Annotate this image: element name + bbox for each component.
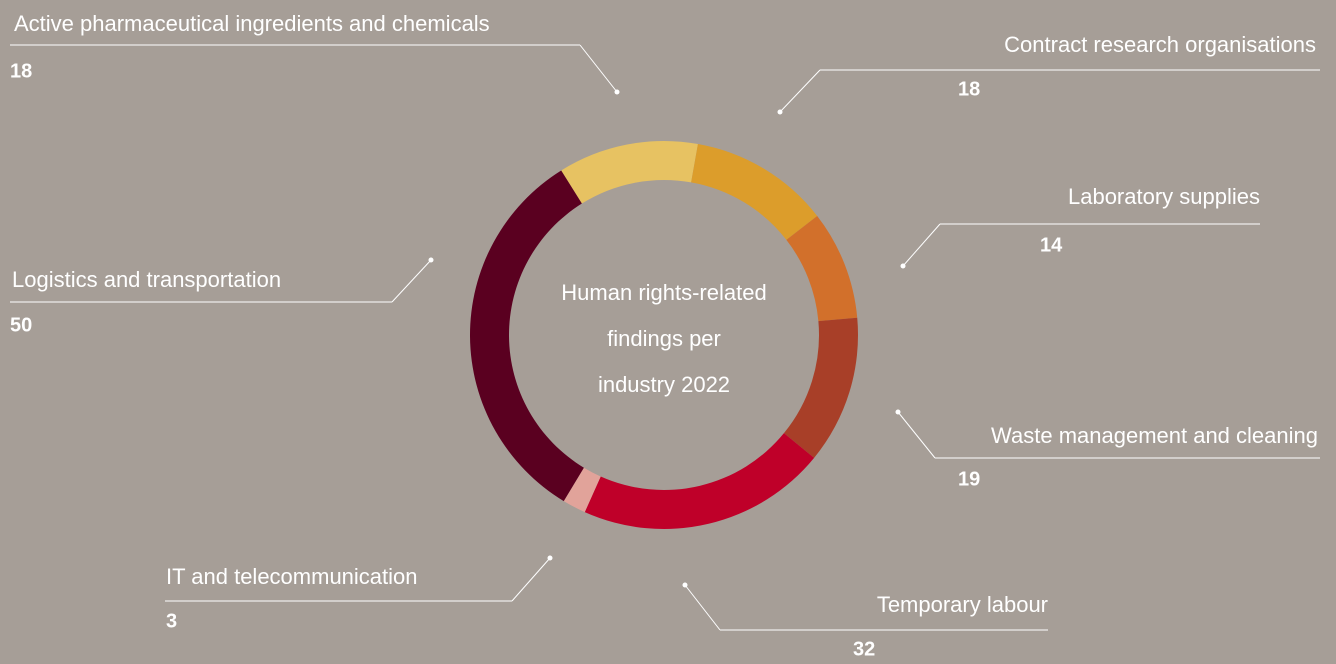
donut-segment: [786, 215, 858, 322]
leader-dot: [777, 109, 783, 115]
value-label: 32: [853, 638, 875, 660]
donut-segment: [584, 433, 815, 529]
center-title: findings per: [607, 326, 721, 351]
value-label: 18: [10, 60, 32, 82]
donut-segment: [563, 467, 601, 513]
value-label: 18: [958, 78, 980, 100]
center-title: industry 2022: [598, 372, 730, 397]
value-label: 14: [1040, 234, 1063, 256]
category-label: Waste management and cleaning: [991, 423, 1318, 448]
leader-line: [579, 44, 618, 93]
value-label: 3: [166, 610, 177, 632]
leader-dot: [547, 555, 553, 561]
category-label: IT and telecommunication: [166, 564, 418, 589]
leader-line: [902, 223, 941, 267]
donut-segment: [561, 141, 698, 204]
donut-segment: [783, 317, 858, 458]
category-label: Temporary labour: [877, 592, 1048, 617]
leader-line: [684, 584, 721, 631]
leader-line: [897, 411, 936, 459]
donut-segment: [691, 143, 818, 240]
leader-dot: [428, 257, 434, 263]
category-label: Logistics and transportation: [12, 267, 281, 292]
leader-dot: [614, 89, 620, 95]
donut-segment: [469, 170, 584, 502]
leader-line: [779, 69, 821, 113]
leader-dot: [895, 409, 901, 415]
value-label: 19: [958, 468, 980, 490]
leader-line: [511, 557, 551, 602]
category-label: Laboratory supplies: [1068, 184, 1260, 209]
category-label: Contract research organisations: [1004, 32, 1316, 57]
center-title: Human rights-related: [561, 280, 766, 305]
value-label: 50: [10, 314, 32, 336]
leader-dot: [682, 582, 688, 588]
category-label: Active pharmaceutical ingredients and ch…: [14, 11, 490, 36]
leader-line: [391, 259, 432, 303]
leader-dot: [900, 263, 906, 269]
